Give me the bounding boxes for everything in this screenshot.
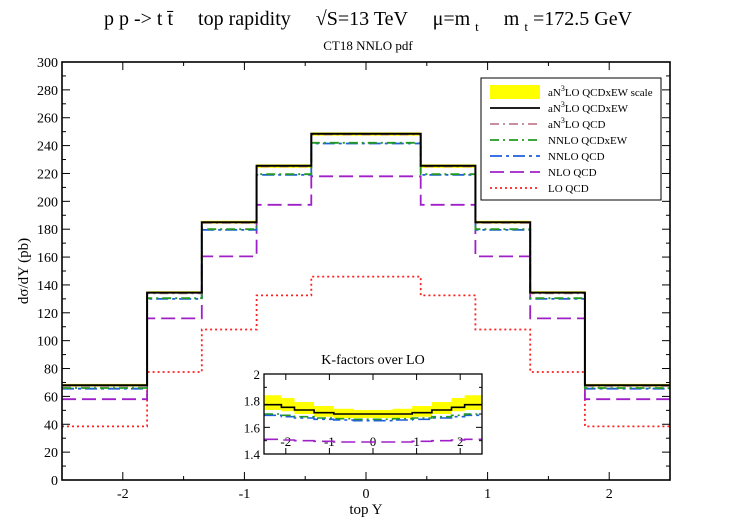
legend-label: NLO QCD (548, 167, 597, 179)
y-tick-label: 80 (44, 363, 58, 378)
inset-x-tick-label: 1 (413, 434, 420, 449)
legend-swatch-band (490, 85, 540, 99)
title-observable: top rapidity (198, 8, 291, 30)
x-tick-label: 0 (363, 487, 370, 502)
y-tick-label: 260 (37, 112, 58, 127)
legend-label: NNLO QCDxEW (548, 135, 628, 147)
title-process: p p -> t t̄ (104, 8, 174, 30)
legend-label: aN3LO QCD (548, 116, 606, 131)
y-tick-label: 20 (44, 446, 58, 461)
y-tick-label: 160 (37, 251, 58, 266)
x-tick-label: -2 (117, 487, 129, 502)
y-tick-label: 120 (37, 307, 58, 322)
y-tick-label: 0 (51, 474, 58, 489)
y-tick-label: 100 (37, 335, 58, 350)
y-tick-label: 240 (37, 140, 58, 155)
y-tick-label: 220 (37, 167, 58, 182)
y-tick-label: 300 (37, 56, 58, 71)
y-axis-label: dσ/dY (pb) (16, 238, 32, 304)
title-mass: m (504, 8, 520, 30)
series-line (62, 132, 670, 387)
main-plot-frame (61, 61, 671, 481)
chart-title: p p -> t t̄ top rapidity √S=13 TeV μ=m t… (104, 8, 633, 36)
y-tick-label: 280 (37, 84, 58, 99)
series-line (62, 275, 670, 428)
series-line (62, 175, 670, 401)
x-axis-label: top Y (349, 502, 382, 518)
inset-y-tick-label: 1.8 (244, 394, 260, 409)
inset-title: K-factors over LO (321, 353, 424, 368)
inset-series-line (264, 413, 482, 421)
inset-x-tick-label: -2 (280, 434, 291, 449)
x-tick-label: -1 (239, 487, 251, 502)
series-line (62, 141, 670, 389)
legend-label: aN3LO QCDxEW scale (548, 84, 653, 99)
inset-series-line (264, 403, 482, 415)
chart-subtitle: CT18 NNLO pdf (323, 38, 413, 53)
inset-kfactor-chart: 1.41.61.82-2 -1 0 1 2 K-factors over LO (244, 353, 483, 462)
title-mass-value: =172.5 GeV (533, 8, 633, 30)
inset-series-lines (264, 403, 482, 443)
main-axes: 0204060801001201401601802002202402602803… (37, 56, 670, 502)
title-scale: μ=m (433, 8, 471, 30)
legend-label: aN3LO QCDxEW (548, 100, 629, 115)
y-tick-label: 200 (37, 195, 58, 210)
title-energy: √S=13 TeV (316, 8, 409, 30)
y-tick-label: 40 (44, 418, 58, 433)
inset-y-tick-label: 1.4 (244, 447, 261, 462)
inset-series-line (264, 438, 482, 443)
inset-y-tick-label: 2 (254, 367, 261, 382)
inset-x-tick-label: 2 (457, 434, 464, 449)
legend-label: LO QCD (548, 183, 589, 195)
main-series-lines (62, 132, 670, 428)
y-tick-label: 60 (44, 390, 58, 405)
x-tick-label: 2 (606, 487, 613, 502)
title-mass-subscript: t (524, 19, 528, 34)
legend-label: NNLO QCD (548, 151, 605, 163)
y-tick-label: 180 (37, 223, 58, 238)
x-tick-label: 1 (484, 487, 491, 502)
inset-frame (263, 373, 483, 455)
title-scale-subscript: t (475, 19, 479, 34)
y-tick-label: 140 (37, 279, 58, 294)
inset-y-tick-label: 1.6 (244, 420, 261, 435)
